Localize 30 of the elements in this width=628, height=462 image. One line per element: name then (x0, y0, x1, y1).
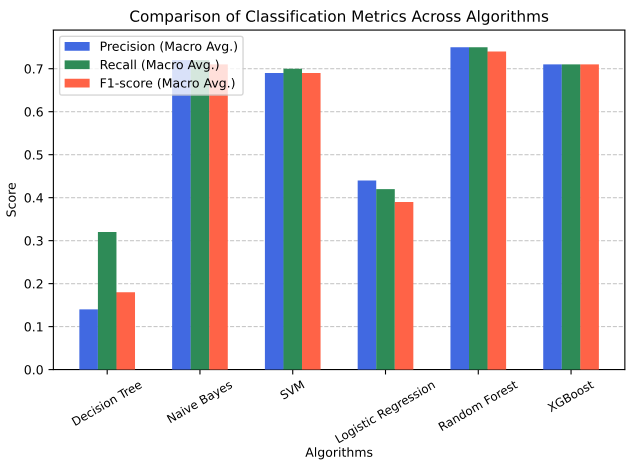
bar (562, 64, 580, 370)
y-tick-label: 0.7 (24, 64, 43, 74)
x-tick-label: SVM (280, 380, 305, 400)
bar (79, 309, 98, 370)
x-axis-title: Algorithms (305, 447, 372, 460)
bar (543, 64, 562, 370)
y-tick-label: 0.5 (24, 150, 43, 160)
chart-title: Comparison of Classification Metrics Across Algorithms (130, 10, 548, 25)
y-tick-label: 0.6 (24, 107, 43, 117)
bar (116, 292, 136, 370)
bar (580, 64, 599, 370)
legend-label: F1-score (Macro Avg.) (100, 78, 234, 90)
bar (283, 68, 302, 370)
y-tick-label: 0.4 (24, 193, 43, 203)
y-tick-label: 0.0 (24, 365, 43, 375)
y-axis-title: Score (6, 182, 16, 216)
bar (450, 47, 469, 370)
bar (98, 232, 116, 370)
bar (376, 189, 395, 370)
y-tick-label: 0.1 (24, 322, 43, 332)
bar (488, 52, 506, 370)
bar (302, 73, 321, 370)
bar (469, 47, 488, 370)
legend-label: Precision (Macro Avg.) (100, 41, 237, 54)
bar (358, 180, 376, 370)
bar (264, 73, 284, 370)
bar (394, 202, 414, 370)
y-tick-label: 0.2 (24, 279, 42, 289)
legend-label: Recall (Macro Avg.) (100, 60, 218, 72)
y-tick-label: 0.3 (24, 236, 43, 246)
